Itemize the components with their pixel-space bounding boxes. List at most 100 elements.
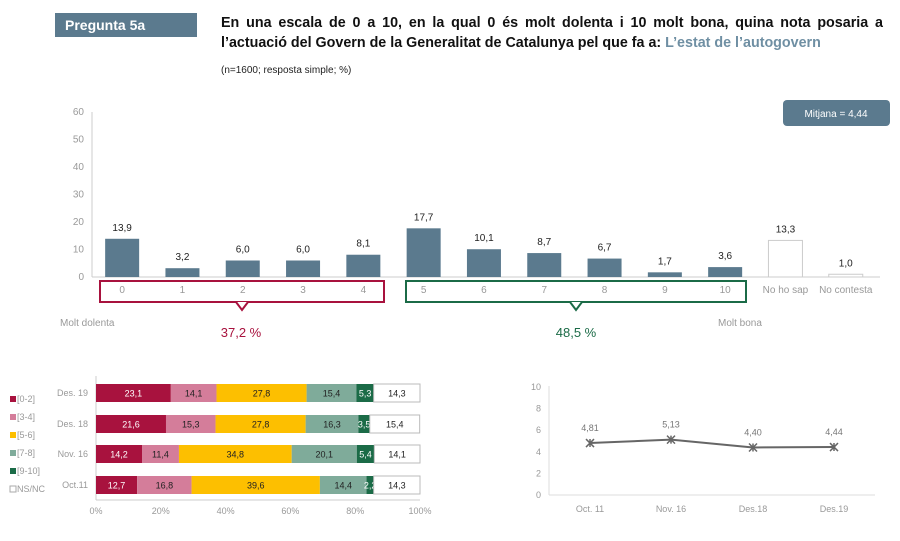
x-tick-label: 20% — [152, 506, 170, 516]
segment-value-label: 12,7 — [108, 481, 126, 491]
stacked-segment-5-6 — [216, 384, 307, 402]
y-tick-label: 60 — [73, 107, 85, 118]
x-tick-label: 0% — [89, 506, 102, 516]
low-bracket-pointer — [235, 301, 249, 312]
y-tick-label: 0 — [78, 272, 84, 283]
y-tick-label: 30 — [73, 190, 85, 201]
x-tick-label: 2 — [240, 285, 246, 296]
x-tick-label: Nov. 16 — [656, 504, 686, 514]
high-score-total: 48,5 % — [556, 325, 597, 340]
stacked-segment-NSNC — [373, 444, 421, 464]
point-value-label: 4,81 — [581, 423, 599, 433]
point-value-label: 5,13 — [662, 420, 680, 430]
sample-note: (n=1600; resposta simple; %) — [221, 65, 352, 76]
segment-value-label: 20,1 — [315, 450, 333, 460]
x-tick-label: No contesta — [819, 285, 873, 296]
x-tick-label: 4 — [361, 285, 367, 296]
x-tick-label: 40% — [217, 506, 235, 516]
data-point-marker — [666, 435, 676, 445]
legend-label: [5-6] — [17, 430, 35, 440]
stacked-segment-7-8 — [291, 445, 357, 463]
segment-value-label: 5,3 — [359, 389, 372, 399]
y-tick-label: 40 — [73, 162, 85, 173]
segment-value-label: 16,3 — [323, 420, 341, 430]
stacked-segment-9-10 — [358, 415, 370, 433]
x-tick-label: 100% — [408, 506, 431, 516]
bar-value-label: 6,7 — [598, 243, 612, 254]
stacked-segment-0-2 — [96, 384, 171, 402]
segment-value-label: 23,1 — [125, 389, 143, 399]
segment-value-label: 14,1 — [185, 389, 203, 399]
legend-swatch — [10, 450, 16, 456]
point-value-label: 4,44 — [825, 427, 843, 437]
legend-label: [9-10] — [17, 466, 40, 476]
legend-swatch — [9, 485, 17, 493]
bar-No-ho-sap — [767, 239, 803, 278]
y-tick-label: 50 — [73, 135, 85, 146]
high-bracket-pointer — [569, 301, 583, 312]
y-tick-label: 10 — [73, 245, 85, 256]
mean-badge-label: Mitjana = 4,44 — [804, 109, 868, 120]
x-tick-label: 9 — [662, 285, 668, 296]
data-point-marker — [748, 442, 758, 453]
segment-value-label: 21,6 — [122, 420, 140, 430]
x-tick-label: 60% — [281, 506, 299, 516]
stacked-segment-5-6 — [191, 476, 320, 494]
stacked-row-label: Des. 19 — [57, 388, 88, 398]
segment-value-label: 14,2 — [110, 450, 128, 460]
stacked-segment-3-4 — [137, 476, 192, 494]
segment-value-label: 14,4 — [334, 481, 352, 491]
bar-8 — [587, 258, 622, 277]
y-tick-label: 8 — [536, 404, 541, 414]
stacked-segment-5-6 — [215, 415, 306, 433]
bar-value-label: 13,9 — [112, 223, 132, 234]
x-tick-label: 5 — [421, 285, 427, 296]
stacked-segment-NSNC — [373, 475, 421, 495]
segment-value-label: 34,8 — [227, 450, 245, 460]
stacked-segment-0-2 — [96, 415, 166, 433]
point-value-label: 4,40 — [744, 427, 762, 437]
x-tick-label: 3 — [300, 285, 306, 296]
x-tick-label: 6 — [481, 285, 487, 296]
stacked-segment-0-2 — [96, 445, 143, 463]
stacked-segment-3-4 — [165, 415, 216, 433]
x-tick-label: Des.19 — [820, 504, 849, 514]
stacked-segment-NSNC — [373, 383, 421, 403]
x-tick-label: 7 — [541, 285, 547, 296]
stacked-segment-9-10 — [366, 476, 374, 494]
segment-value-label: 15,4 — [386, 420, 404, 430]
bar-value-label: 13,3 — [776, 224, 796, 235]
stacked-row-label: Oct.11 — [62, 480, 88, 490]
stacked-row-label: Des. 18 — [57, 419, 88, 429]
x-tick-label: 0 — [119, 285, 125, 296]
y-tick-label: 6 — [536, 425, 541, 435]
stacked-segment-3-4 — [170, 384, 217, 402]
segment-value-label: 27,8 — [252, 420, 270, 430]
bar-value-label: 6,0 — [296, 245, 310, 256]
molt-dolenta-label: Molt dolenta — [60, 318, 115, 329]
y-tick-label: 10 — [531, 382, 541, 392]
molt-bona-label: Molt bona — [718, 318, 762, 329]
stacked-segment-0-2 — [96, 476, 138, 494]
data-point-marker — [829, 442, 839, 452]
low-score-total: 37,2 % — [221, 325, 262, 340]
segment-value-label: 2,2 — [364, 481, 377, 491]
question-body: En una escala de 0 a 10, en la qual 0 és… — [221, 15, 883, 51]
legend-label: NS/NC — [17, 484, 46, 494]
bar-1 — [165, 268, 200, 277]
segment-value-label: 39,6 — [247, 481, 265, 491]
legend-swatch — [10, 396, 16, 402]
stacked-segment-3-4 — [142, 445, 179, 463]
bar-9 — [647, 272, 682, 277]
bar-2 — [225, 260, 260, 277]
segment-value-label: 14,3 — [388, 481, 406, 491]
bar-value-label: 1,7 — [658, 256, 672, 267]
segment-value-label: 11,4 — [152, 450, 169, 460]
question-tag: Pregunta 5a — [55, 13, 197, 37]
stacked-row-label: Nov. 16 — [58, 449, 88, 459]
bar-4 — [346, 254, 381, 277]
y-tick-label: 2 — [536, 468, 541, 478]
y-tick-label: 20 — [73, 217, 85, 228]
question-topic: L’estat de l’autogovern — [665, 35, 821, 51]
